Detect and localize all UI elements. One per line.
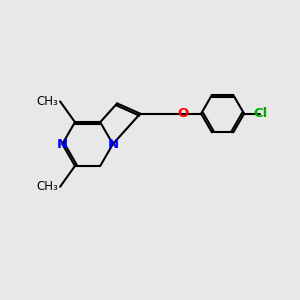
Text: CH₃: CH₃ bbox=[37, 180, 58, 193]
Text: CH₃: CH₃ bbox=[37, 95, 58, 108]
Text: N: N bbox=[107, 138, 118, 151]
Text: N: N bbox=[57, 138, 68, 151]
Text: Cl: Cl bbox=[253, 107, 268, 120]
Text: O: O bbox=[178, 107, 189, 120]
